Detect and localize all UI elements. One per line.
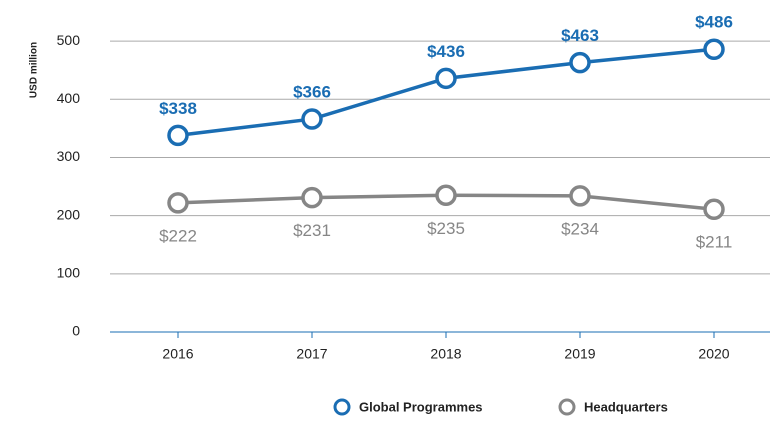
point: [569, 51, 591, 74]
value-label: $463: [561, 26, 599, 45]
x-tick-label: 2016: [162, 346, 193, 362]
y-tick-label: 100: [57, 265, 81, 281]
point: [703, 198, 725, 220]
x-tick-label: 2019: [564, 346, 595, 362]
point: [301, 108, 323, 130]
legend-label: Headquarters: [584, 399, 668, 414]
x-tick-label: 2018: [430, 346, 461, 362]
y-tick-label: 0: [72, 323, 80, 339]
value-label: $486: [695, 13, 733, 32]
y-tick-label: 200: [57, 206, 81, 222]
y-axis-label: USD million: [29, 42, 40, 98]
value-label: $234: [561, 219, 599, 238]
series-line: [177, 47, 715, 138]
value-label: $231: [293, 221, 331, 240]
point: [569, 185, 591, 207]
value-label: $366: [293, 83, 331, 102]
value-label: $235: [427, 219, 465, 238]
point: [301, 186, 323, 209]
value-label: $211: [696, 233, 733, 252]
y-tick-label: 400: [57, 90, 81, 106]
value-label: $222: [159, 226, 197, 245]
legend-marker: [558, 398, 576, 416]
point: [167, 192, 189, 214]
point: [435, 67, 457, 90]
point: [703, 38, 725, 60]
legend-marker: [333, 398, 351, 416]
x-tick-label: 2020: [698, 346, 729, 362]
value-label: $436: [427, 42, 465, 61]
y-tick-label: 300: [57, 148, 81, 164]
x-tick-label: 2017: [296, 346, 327, 362]
y-tick-label: 500: [57, 32, 81, 48]
legend-label: Global Programmes: [359, 399, 483, 414]
point: [167, 124, 189, 147]
value-label: $338: [159, 99, 197, 118]
point: [435, 184, 457, 207]
